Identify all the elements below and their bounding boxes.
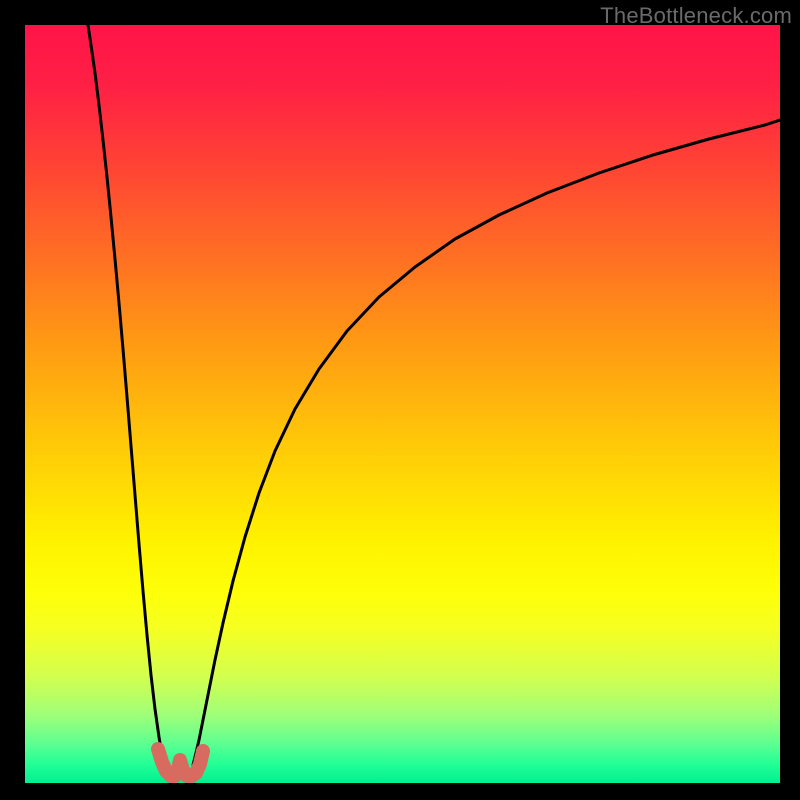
plot-area: [25, 25, 780, 783]
curve-valley: [158, 749, 203, 776]
watermark: TheBottleneck.com: [600, 3, 792, 29]
figure-root: TheBottleneck.com: [0, 0, 800, 800]
gradient-background: [25, 25, 780, 783]
plot-svg: [25, 25, 780, 783]
